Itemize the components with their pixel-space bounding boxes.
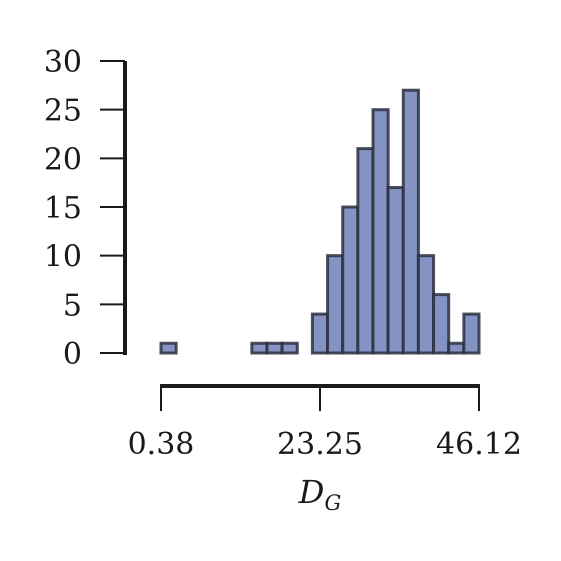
histogram-bar [386,186,405,355]
y-tick-label: 15 [44,191,82,226]
x-tick-label: 46.12 [436,427,522,462]
histogram-bar [371,108,390,355]
x-tick-label: 23.25 [277,427,363,462]
y-tick-label: 10 [44,240,82,275]
histogram-bar [326,254,345,355]
histogram-bars [159,88,481,355]
x-axis-ticks: 0.38 23.25 46.12 [128,386,522,462]
y-tick-label: 20 [44,142,82,177]
histogram-bar [310,312,330,355]
y-axis-ticks: 0 5 10 15 20 25 30 [44,45,125,372]
x-tick-label: 0.38 [128,427,195,462]
y-tick-label: 0 [63,337,82,372]
histogram-bar [250,341,269,355]
histogram-bar [265,341,284,355]
y-tick-label: 5 [63,288,82,323]
histogram-bar [159,341,178,355]
histogram-bar [416,254,436,355]
y-tick-label: 25 [44,94,82,129]
histogram-bar [432,293,451,355]
histogram-bar [462,312,481,355]
y-tick-label: 30 [44,45,82,80]
histogram-bar [280,341,299,355]
histogram-bar [401,88,420,355]
histogram-bar [356,147,375,355]
histogram-bar [341,205,360,355]
x-axis-label-subscript: G [324,491,341,515]
x-axis-label: DG [298,473,341,515]
x-axis-label-main: D [298,473,325,511]
histogram-bar [447,341,466,355]
